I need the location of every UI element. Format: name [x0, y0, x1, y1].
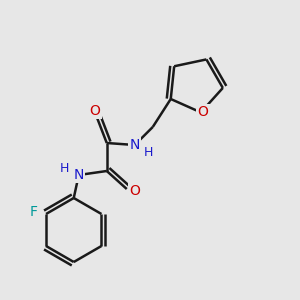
Text: H: H [60, 163, 69, 176]
Text: N: N [130, 138, 140, 152]
Text: O: O [89, 104, 100, 118]
Text: F: F [30, 205, 38, 219]
Text: N: N [74, 168, 84, 182]
Text: O: O [197, 105, 208, 119]
Text: H: H [144, 146, 153, 160]
Text: O: O [129, 184, 140, 198]
